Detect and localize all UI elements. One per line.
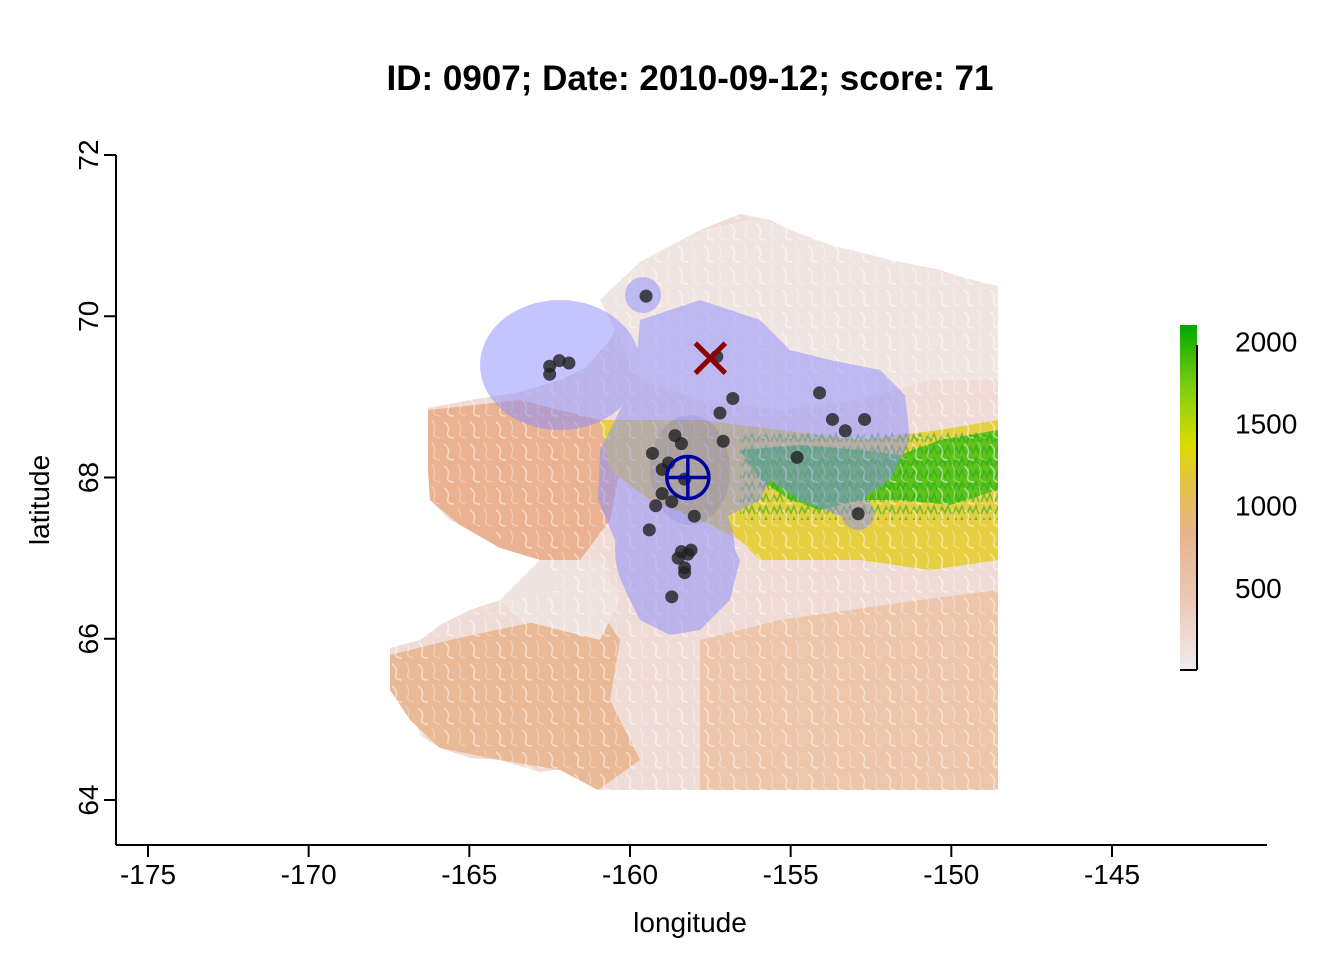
observation-point [713,406,727,420]
elevation-legend: 500 1000 1500 2000 [1180,325,1297,671]
y-axis-ticks: 64 66 68 70 72 [73,139,116,816]
chart-title: ID: 0907; Date: 2010-09-12; score: 71 [387,59,994,98]
observation-point [678,566,692,580]
y-tick-label: 72 [73,139,104,170]
observation-point [655,487,669,501]
x-tick-label: -175 [120,859,176,890]
observation-point [639,289,653,303]
y-tick-label: 68 [73,462,104,493]
observation-point [649,499,663,513]
x-tick-label: -160 [602,859,658,890]
y-tick-label: 66 [73,623,104,654]
x-tick-label: -155 [763,859,819,890]
x-tick-label: -165 [441,859,497,890]
legend-color-bar [1180,325,1197,670]
observation-point [642,523,656,537]
observation-point [645,446,659,460]
legend-tick-label: 500 [1235,573,1282,604]
observation-point [674,437,688,451]
legend-tick-label: 1500 [1235,409,1297,440]
x-axis-label: longitude [633,907,747,938]
observation-point [665,495,679,509]
observation-point [838,424,852,438]
observation-point [851,507,865,521]
legend-ticks: 500 1000 1500 2000 [1235,326,1297,603]
x-tick-label: -170 [281,859,337,890]
observation-point [543,367,557,381]
observation-point [825,412,839,426]
observation-point [858,412,872,426]
observation-point [716,434,730,448]
observation-point [790,450,804,464]
markers [665,341,728,501]
y-tick-label: 64 [73,784,104,815]
observation-point [687,509,701,523]
observation-point [813,386,827,400]
observation-point [665,590,679,604]
legend-tick-label: 1000 [1235,491,1297,522]
legend-tick-label: 2000 [1235,326,1297,357]
y-tick-label: 70 [73,301,104,332]
estimated-location-marker [665,454,711,501]
observation-point [655,462,669,476]
true-location-marker [693,341,728,375]
x-tick-label: -145 [1084,859,1140,890]
observation-point [684,543,698,557]
observation-point [726,391,740,405]
x-axis-ticks: -175 -170 -165 -160 -155 -150 -145 [120,845,1140,890]
x-tick-label: -150 [923,859,979,890]
y-axis-label: latitude [24,455,55,545]
observation-point [671,551,685,565]
observation-point [562,356,576,370]
